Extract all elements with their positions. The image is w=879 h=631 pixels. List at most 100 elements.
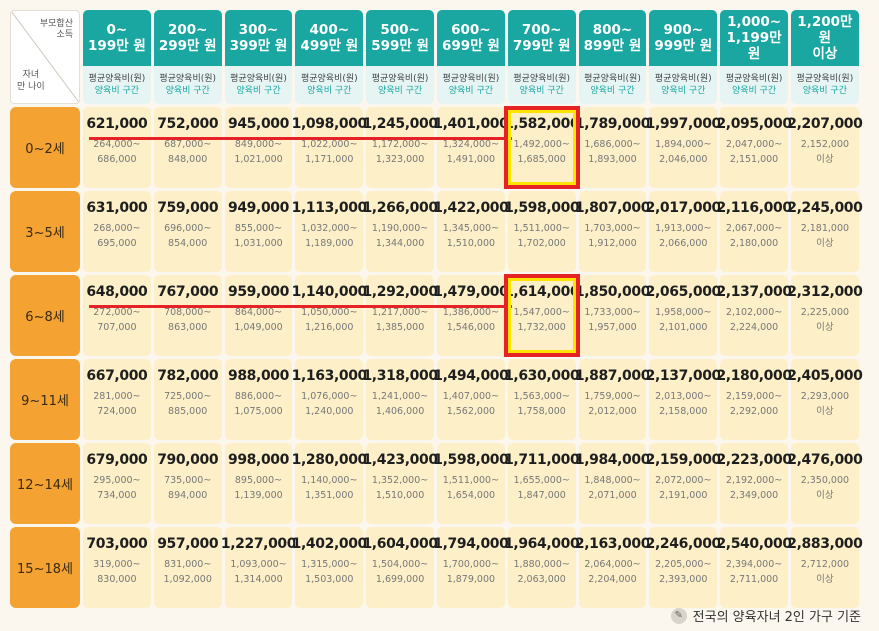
range-to: 707,000 [97, 322, 137, 333]
cost-range: 1,345,000~ 1,510,000 [443, 221, 499, 251]
range-to: 1,685,000 [517, 154, 566, 165]
cost-range-label: 양육비 구간 [94, 86, 140, 96]
range-from: 1,511,000~ [513, 223, 570, 234]
cost-range: 1,686,000~ 1,893,000 [584, 137, 640, 167]
average-cost: 1,794,000 [433, 536, 509, 552]
cost-cell: 1,984,000 1,848,000~ 2,071,000 [575, 443, 650, 524]
range-from: 1,352,000~ [371, 475, 429, 486]
income-bracket-line2: 999만 원 [654, 38, 713, 54]
average-cost: 1,494,000 [433, 368, 509, 384]
cost-range: 1,386,000~ 1,546,000 [443, 305, 499, 335]
cost-cell: 988,000 886,000~ 1,075,000 [224, 359, 293, 440]
cost-range: 2,225,000 이상 [801, 305, 849, 335]
cost-range-label: 양육비 구간 [448, 86, 494, 96]
range-from: 849,000~ [234, 139, 283, 150]
range-to: 2,711,000 [729, 574, 779, 585]
range-from: 1,733,000~ [584, 307, 641, 318]
income-bracket: 900~ 999만 원 [649, 10, 718, 66]
income-column-header: 200~ 299만 원 평균양육비(원) 양육비 구간 [153, 10, 222, 104]
range-to: 1,049,000 [234, 322, 283, 333]
cost-cell: 1,318,000 1,241,000~ 1,406,000 [362, 359, 438, 440]
corner-bottom-line2: 만 나이 [17, 82, 45, 92]
avg-cost-label: 평균양육비(원) [654, 74, 712, 84]
cost-cell: 957,000 831,000~ 1,092,000 [153, 527, 222, 608]
range-from: 1,848,000~ [584, 475, 641, 486]
avg-cost-label: 평균양육비(원) [88, 74, 146, 84]
income-bracket-line1: 1,000~ [727, 14, 782, 30]
income-bracket: 700~ 799만 원 [507, 10, 576, 66]
average-cost: 2,246,000 [645, 536, 722, 552]
range-to: 1,139,000 [234, 490, 283, 501]
cost-cell: 959,000 864,000~ 1,049,000 [224, 275, 293, 356]
cost-cell: 2,065,000 1,958,000~ 2,101,000 [646, 275, 721, 356]
range-from: 1,504,000~ [371, 559, 429, 570]
range-to: 1,654,000 [446, 490, 496, 501]
range-from: 831,000~ [164, 559, 212, 570]
cost-range: 735,000~ 894,000 [164, 473, 211, 503]
child-rearing-cost-table: 부모합산 소득 자녀 만 나이 0~ 199만 원 평균양육비(원) 양육비 구간 20… [10, 10, 863, 608]
range-from: 272,000~ [93, 307, 141, 318]
age-row-header: 0~2세 [10, 107, 80, 188]
cost-cell: 1,245,000 1,172,000~ 1,323,000 [362, 107, 438, 188]
cost-range: 1,032,000~ 1,189,000 [301, 221, 357, 251]
cost-cell: 1,794,000 1,700,000~ 1,879,000 [433, 527, 509, 608]
average-cost: 1,402,000 [291, 536, 368, 552]
age-row-header: 15~18세 [10, 527, 80, 608]
cost-range: 281,000~ 724,000 [93, 389, 140, 419]
average-cost: 2,476,000 [787, 452, 863, 468]
cost-range: 1,913,000~ 2,066,000 [655, 221, 711, 251]
range-to: 1,893,000 [588, 154, 637, 165]
average-cost: 2,405,000 [787, 368, 863, 384]
average-cost: 1,604,000 [362, 536, 438, 552]
range-from: 281,000~ [93, 391, 141, 402]
cost-range: 2,064,000~ 2,204,000 [584, 557, 640, 587]
cost-range: 1,093,000~ 1,314,000 [230, 557, 286, 587]
column-subheader: 평균양육비(원) 양육비 구간 [83, 66, 151, 104]
range-from: 2,192,000~ [725, 475, 783, 486]
cost-cell: 1,402,000 1,315,000~ 1,503,000 [292, 527, 367, 608]
range-from: 1,217,000~ [371, 307, 429, 318]
income-bracket-line2: 199만 원 [88, 38, 146, 54]
cost-range: 1,511,000~ 1,702,000 [514, 221, 570, 251]
average-cost: 667,000 [86, 368, 148, 384]
column-subheader: 평균양육비(원) 양육비 구간 [437, 66, 505, 104]
range-from: 1,655,000~ [513, 475, 570, 486]
average-cost: 957,000 [157, 536, 219, 552]
cost-range: 2,102,000~ 2,224,000 [726, 305, 782, 335]
income-bracket: 600~ 699만 원 [436, 10, 505, 66]
range-to: 2,393,000 [659, 574, 708, 585]
income-bracket: 400~ 499만 원 [295, 10, 364, 66]
cost-range-label: 양육비 구간 [236, 86, 281, 96]
avg-cost-label: 평균양육비(원) [725, 74, 783, 84]
cost-range: 1,022,000~ 1,171,000 [301, 137, 357, 167]
range-from: 1,700,000~ [442, 559, 500, 570]
cost-range: 1,848,000~ 2,071,000 [584, 473, 640, 503]
income-bracket-line1: 900~ [663, 22, 704, 38]
average-cost: 2,017,000 [645, 200, 722, 216]
range-to: 1,699,000 [375, 574, 425, 585]
age-row-header: 3~5세 [10, 191, 80, 272]
cost-range: 2,067,000~ 2,180,000 [726, 221, 782, 251]
cost-cell: 679,000 295,000~ 734,000 [83, 443, 151, 524]
cost-cell: 2,095,000 2,047,000~ 2,151,000 [716, 107, 792, 188]
avg-cost-label: 평균양육비(원) [159, 74, 217, 84]
income-bracket: 500~ 599만 원 [366, 10, 434, 66]
range-from: 264,000~ [93, 139, 141, 150]
cost-range: 1,563,000~ 1,758,000 [514, 389, 570, 419]
range-to: 1,847,000 [517, 490, 566, 501]
range-to: 1,216,000 [305, 322, 354, 333]
average-cost: 1,292,000 [362, 284, 438, 300]
cost-cell: 1,401,000 1,324,000~ 1,491,000 [433, 107, 509, 188]
cost-cell: 1,630,000 1,563,000~ 1,758,000 [504, 359, 580, 440]
cost-cell: 752,000 687,000~ 848,000 [153, 107, 222, 188]
income-bracket-line1: 200~ [167, 22, 208, 38]
average-cost: 1,280,000 [291, 452, 368, 468]
cost-range: 831,000~ 1,092,000 [164, 557, 212, 587]
cost-range: 2,072,000~ 2,191,000 [655, 473, 711, 503]
range-to: 1,344,000 [375, 238, 425, 249]
range-from: 1,093,000~ [230, 559, 287, 570]
cost-cell: 945,000 849,000~ 1,021,000 [224, 107, 293, 188]
range-from: 855,000~ [234, 223, 283, 234]
range-to: 1,879,000 [446, 574, 496, 585]
cost-cell: 648,000 272,000~ 707,000 [83, 275, 151, 356]
